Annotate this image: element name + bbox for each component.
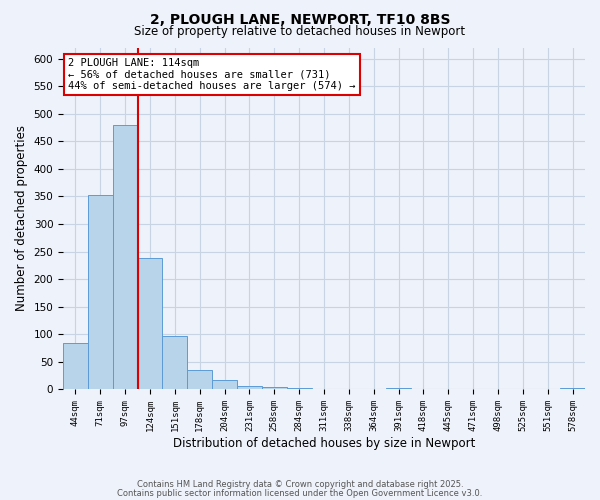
Bar [163,336,187,390]
Bar [187,370,212,390]
Text: 2 PLOUGH LANE: 114sqm
← 56% of detached houses are smaller (731)
44% of semi-det: 2 PLOUGH LANE: 114sqm ← 56% of detached … [68,58,356,91]
Text: 2, PLOUGH LANE, NEWPORT, TF10 8BS: 2, PLOUGH LANE, NEWPORT, TF10 8BS [150,12,450,26]
Bar [287,388,311,390]
Text: Contains HM Land Registry data © Crown copyright and database right 2025.: Contains HM Land Registry data © Crown c… [137,480,463,489]
Bar [137,258,163,390]
Bar [63,342,88,390]
Bar [262,386,287,390]
X-axis label: Distribution of detached houses by size in Newport: Distribution of detached houses by size … [173,437,475,450]
Bar [237,386,262,390]
Bar [212,380,237,390]
Bar [113,124,137,390]
Bar [560,388,585,390]
Y-axis label: Number of detached properties: Number of detached properties [15,126,28,312]
Bar [386,388,411,390]
Text: Size of property relative to detached houses in Newport: Size of property relative to detached ho… [134,25,466,38]
Text: Contains public sector information licensed under the Open Government Licence v3: Contains public sector information licen… [118,489,482,498]
Bar [88,196,113,390]
